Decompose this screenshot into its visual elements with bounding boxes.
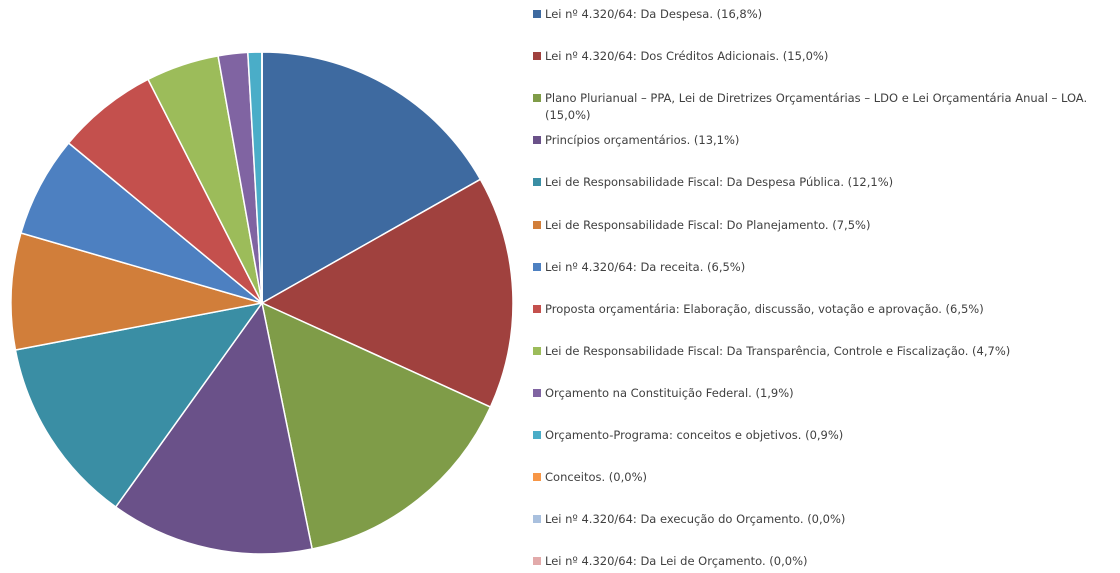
legend-swatch: [533, 346, 541, 355]
pie-slice: [260, 178, 514, 409]
legend-swatch: [533, 304, 541, 313]
pie-slice: [10, 232, 263, 351]
legend-swatch: [533, 10, 541, 18]
legend-label: Princípios orçamentários. (13,1%): [545, 133, 740, 148]
legend-label: Lei de Responsabilidade Fiscal: Da Trans…: [545, 343, 1011, 358]
pie-slice: [260, 301, 492, 550]
legend-label: Lei de Responsabilidade Fiscal: Da Despe…: [545, 175, 894, 190]
legend-swatch: [533, 431, 541, 439]
legend-item: Conceitos. (0,0%): [533, 469, 1113, 486]
legend-item: Princípios orçamentários. (13,1%): [533, 132, 1113, 149]
chart: [10, 51, 514, 555]
legend-item: Orçamento na Constituição Federal. (1,9%…: [533, 385, 1113, 402]
legend-item: Plano Plurianual – PPA, Lei de Diretrize…: [533, 90, 1113, 124]
legend-item: Lei nº 4.320/64: Da Despesa. (16,8%): [533, 6, 1113, 23]
legend-item: Lei de Responsabilidade Fiscal: Do Plane…: [533, 217, 1113, 234]
legend-label: Orçamento-Programa: conceitos e objetivo…: [545, 428, 844, 442]
pie-slice: [114, 301, 314, 555]
legend-swatch: [533, 136, 541, 145]
legend-item: Lei de Responsabilidade Fiscal: Da Trans…: [533, 343, 1113, 360]
legend-item: Lei nº 4.320/64: Da execução do Orçament…: [533, 511, 1113, 528]
legend-item: Lei nº 4.320/64: Da receita. (6,5%): [533, 259, 1113, 276]
pie-slice: [14, 301, 264, 509]
legend-label: Orçamento na Constituição Federal. (1,9%…: [545, 385, 794, 400]
legend-swatch: [533, 220, 541, 229]
legend-label: Lei nº 4.320/64: Da execução do Orçament…: [545, 512, 846, 527]
legend-label: Conceitos. (0,0%): [545, 470, 647, 485]
legend-swatch: [533, 557, 541, 566]
legend-item: Proposta orçamentária: Elaboração, discu…: [533, 301, 1113, 318]
legend-swatch: [533, 94, 541, 103]
legend-label: Lei nº 4.320/64: Da Despesa. (16,8%): [545, 7, 763, 21]
legend-swatch: [533, 515, 541, 524]
legend-item: Lei nº 4.320/64: Da Lei de Orçamento. (0…: [533, 553, 1113, 570]
legend-swatch: [533, 473, 541, 482]
legend-label: Lei nº 4.320/64: Dos Créditos Adicionais…: [545, 49, 829, 64]
legend-item: Lei nº 4.320/64: Dos Créditos Adicionais…: [533, 48, 1113, 65]
legend-label: Proposta orçamentária: Elaboração, discu…: [545, 301, 984, 316]
legend-item: Lei de Responsabilidade Fiscal: Da Despe…: [533, 174, 1113, 191]
legend-swatch: [533, 52, 541, 61]
legend-label: Plano Plurianual – PPA, Lei de Diretrize…: [545, 91, 1088, 123]
legend-swatch: [533, 178, 541, 187]
legend-swatch: [533, 388, 541, 397]
pie-slice: [261, 51, 482, 305]
legend-label: Lei nº 4.320/64: Da Lei de Orçamento. (0…: [545, 554, 808, 569]
legend-swatch: [533, 262, 541, 271]
legend-label: Lei de Responsabilidade Fiscal: Do Plane…: [545, 217, 871, 232]
legend-item: Orçamento-Programa: conceitos e objetivo…: [533, 427, 1113, 444]
legend-label: Lei nº 4.320/64: Da receita. (6,5%): [545, 259, 746, 274]
